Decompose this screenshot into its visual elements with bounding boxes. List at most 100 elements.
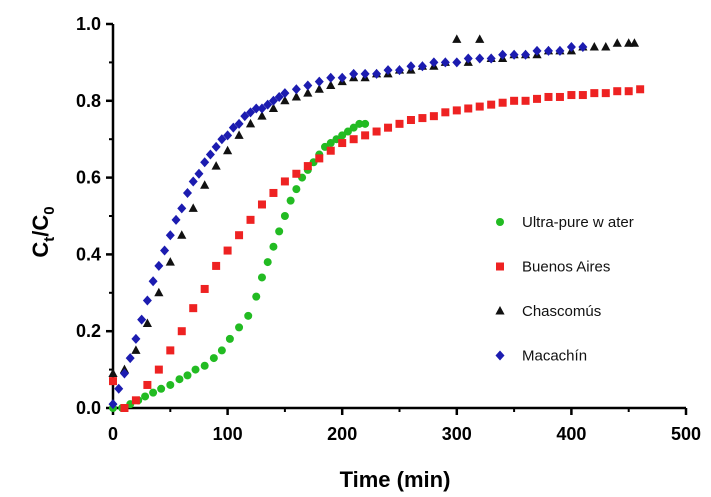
y-tick-label: 0.8: [76, 91, 101, 111]
data-point: [268, 103, 279, 112]
y-ticks: 0.0 0.2 0.4 0.6 0.8 1.0: [76, 14, 113, 418]
data-point: [269, 242, 278, 251]
data-point: [131, 345, 141, 354]
data-point: [211, 141, 221, 152]
data-point: [303, 162, 312, 171]
data-point: [555, 45, 565, 56]
data-point: [578, 42, 588, 53]
data-point: [141, 392, 150, 401]
data-point: [257, 103, 267, 114]
data-point: [177, 203, 187, 214]
data-point: [120, 404, 129, 412]
legend-label: Macachín: [522, 348, 587, 365]
legend-symbol: [496, 262, 504, 271]
y-axis-title-sub1: t: [41, 237, 58, 242]
data-point: [171, 214, 181, 225]
data-point: [131, 396, 140, 405]
data-point: [441, 108, 450, 117]
data-point: [315, 154, 324, 163]
data-point: [326, 72, 336, 83]
x-tick-label: 200: [327, 424, 357, 444]
data-point: [629, 38, 640, 47]
legend: Ultra-pure w ater Buenos Aires Chascomús Ma…: [495, 214, 634, 365]
data-point: [114, 383, 124, 394]
legend-item-chascomus: Chascomús: [495, 303, 601, 320]
data-point: [200, 180, 210, 189]
y-axis-title-sub2: 0: [41, 206, 58, 214]
data-point: [521, 49, 531, 60]
data-point: [291, 91, 301, 101]
data-point: [361, 131, 370, 140]
data-point: [292, 185, 301, 194]
data-point: [636, 85, 645, 94]
data-point: [360, 68, 370, 79]
legend-label: Ultra-pure w ater: [522, 214, 634, 231]
series-ultra-pure-w-ater: [109, 119, 370, 412]
data-point: [177, 327, 186, 336]
data-point: [326, 146, 335, 155]
data-point: [463, 53, 473, 64]
data-point: [234, 130, 244, 139]
data-point: [275, 227, 284, 236]
data-point: [235, 231, 244, 240]
data-point: [429, 112, 438, 121]
x-tick-label: 400: [556, 424, 586, 444]
data-point: [188, 176, 198, 187]
data-point: [475, 102, 484, 111]
data-point: [487, 100, 496, 109]
series-macachin: [108, 42, 588, 410]
data-point: [601, 89, 610, 98]
legend-symbol: [495, 306, 505, 315]
data-point: [223, 246, 232, 255]
data-point: [200, 157, 210, 168]
series-chascomus: [108, 34, 640, 377]
data-point: [245, 118, 256, 128]
data-point: [384, 123, 393, 132]
data-point: [452, 57, 462, 68]
legend-label: Buenos Aires: [522, 259, 610, 276]
data-point: [578, 91, 587, 100]
data-point: [349, 68, 359, 79]
data-point: [188, 203, 198, 212]
data-point: [280, 88, 290, 99]
data-point: [286, 196, 295, 205]
data-point: [510, 96, 519, 105]
data-point: [338, 131, 347, 140]
data-point: [326, 80, 336, 89]
data-point: [235, 323, 244, 332]
data-point: [498, 49, 508, 60]
data-point: [509, 49, 519, 60]
data-point: [452, 34, 462, 43]
x-tick-label: 0: [108, 424, 118, 444]
data-point: [486, 53, 496, 64]
data-point: [149, 388, 158, 397]
x-tick-label: 300: [442, 424, 472, 444]
data-point: [395, 119, 404, 128]
data-point: [246, 215, 255, 224]
data-point: [125, 353, 135, 364]
data-point: [269, 188, 278, 197]
data-point: [223, 145, 233, 155]
data-point: [274, 91, 284, 102]
data-point: [200, 361, 209, 370]
x-tick-label: 100: [213, 424, 243, 444]
data-point: [372, 127, 381, 136]
data-point: [440, 57, 450, 68]
data-point: [228, 122, 238, 133]
data-point: [211, 161, 221, 170]
legend-item-ultra-pure-w-ater: Ultra-pure w ater: [496, 214, 634, 231]
data-point: [589, 42, 599, 51]
data-point: [303, 88, 313, 97]
data-point: [194, 168, 204, 179]
data-point: [225, 334, 234, 343]
legend-symbol: [496, 218, 504, 226]
data-point: [452, 106, 461, 115]
data-point: [498, 98, 507, 107]
data-point: [165, 230, 175, 241]
data-point: [160, 245, 170, 256]
data-point: [182, 187, 192, 198]
data-point: [475, 34, 485, 43]
y-tick-label: 0.6: [76, 168, 101, 188]
y-tick-label: 0.2: [76, 321, 101, 341]
y-tick-label: 0.4: [76, 244, 101, 264]
